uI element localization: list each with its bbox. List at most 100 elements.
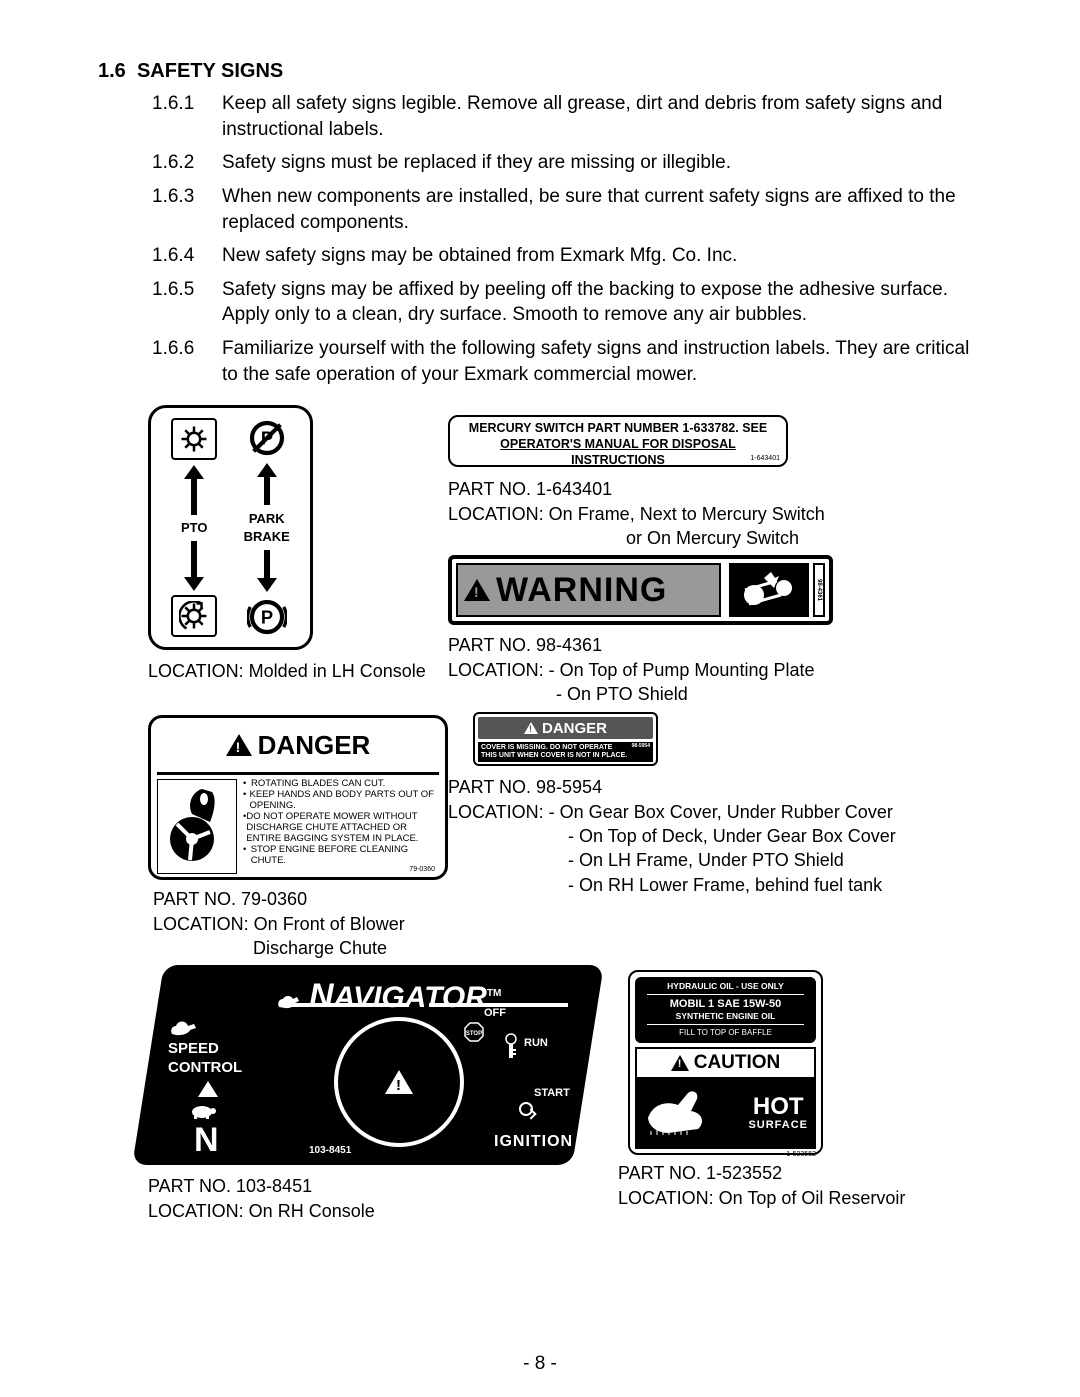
mercury-caption: PART NO. 1-643401 LOCATION: On Frame, Ne… — [448, 477, 825, 550]
nav-panel-pn: 103-8451 — [309, 1145, 351, 1156]
item-text: Safety signs may be affixed by peeling o… — [222, 277, 982, 328]
list-item: 1.6.6Familiarize yourself with the follo… — [152, 336, 982, 387]
warning-text: WARNING — [496, 571, 667, 610]
nav-cap2: LOCATION: On RH Console — [148, 1199, 375, 1223]
mercury-line2: OPERATOR'S MANUAL FOR DISPOSAL INSTRUCTI… — [458, 437, 778, 468]
ignition-label: IGNITION — [494, 1133, 573, 1151]
speed-control-area: SPEED CONTROL N — [168, 1015, 288, 1160]
pto-park-brake-decal: PTO P PARK BRAKE P — [148, 405, 313, 650]
mercury-small-pn: 1-643401 — [750, 455, 780, 464]
hot-hand-icon — [643, 1083, 742, 1143]
brake-label: BRAKE — [244, 530, 290, 544]
hot-top: HYDRAULIC OIL - USE ONLY MOBIL 1 SAE 15W… — [635, 977, 816, 1043]
warning-decal: WARNING 98-4361 — [448, 555, 833, 625]
small-danger-decal: DANGER COVER IS MISSING. DO NOT OPERATE … — [473, 712, 658, 766]
start-label: START — [534, 1087, 570, 1099]
sdanger-cap4: - On LH Frame, Under PTO Shield — [448, 848, 896, 872]
key-icon — [502, 1033, 520, 1064]
sdanger-header: DANGER — [478, 717, 653, 739]
warning-triangle-icon — [464, 579, 490, 601]
sdanger-cap5: - On RH Lower Frame, behind fuel tank — [448, 873, 896, 897]
surface-label: SURFACE — [748, 1119, 808, 1131]
rabbit-icon — [168, 1015, 288, 1037]
caution-bar: CAUTION — [635, 1047, 816, 1079]
brake-down-arrow — [257, 546, 277, 598]
section-heading: 1.6 SAFETY SIGNS — [98, 60, 982, 83]
danger-head-text: DANGER — [258, 730, 371, 761]
list-item: 1.6.2Safety signs must be replaced if th… — [152, 150, 982, 176]
start-icon — [519, 1102, 533, 1116]
warning-cap2: LOCATION: - On Top of Pump Mounting Plat… — [448, 658, 815, 682]
hot-surface-decal: HYDRAULIC OIL - USE ONLY MOBIL 1 SAE 15W… — [628, 970, 823, 1155]
keyswitch-triangle-icon — [385, 1070, 413, 1094]
off-label: OFF — [484, 1007, 506, 1019]
hot-text: HOT SURFACE — [748, 1095, 808, 1131]
svg-text:STOP: STOP — [466, 1031, 482, 1037]
hot-t2: MOBIL 1 SAE 15W-50 — [639, 998, 812, 1010]
item-number: 1.6.5 — [152, 277, 222, 328]
danger-pn: 79-0360 — [409, 866, 435, 873]
neutral-n: N — [194, 1121, 288, 1160]
stop-icon: STOP — [464, 1022, 484, 1047]
sdanger-l1: COVER IS MISSING. DO NOT OPERATE — [481, 744, 627, 752]
hot-hr1 — [647, 994, 804, 995]
danger-cap2: LOCATION: On Front of Blower — [153, 912, 405, 936]
item-number: 1.6.4 — [152, 243, 222, 269]
danger-decal: DANGER •ROTATING BLADES CAN CUT. •KEEP H… — [148, 715, 448, 880]
brake-column: P PARK BRAKE P — [236, 418, 299, 637]
danger-body: •ROTATING BLADES CAN CUT. •KEEP HANDS AN… — [151, 775, 445, 876]
danger-cap1: PART NO. 79-0360 — [153, 887, 405, 911]
item-text: Familiarize yourself with the following … — [222, 336, 982, 387]
hot-cap1: PART NO. 1-523552 — [618, 1161, 905, 1185]
danger-header: DANGER — [157, 724, 439, 766]
keyswitch-circle — [334, 1017, 464, 1147]
pto-label: PTO — [181, 521, 208, 535]
mercury-cap2: LOCATION: On Frame, Next to Mercury Swit… — [448, 502, 825, 526]
item-text: New safety signs may be obtained from Ex… — [222, 243, 982, 269]
item-number: 1.6.3 — [152, 184, 222, 235]
control-label: CONTROL — [168, 1060, 288, 1075]
section-title-text: SAFETY SIGNS — [137, 60, 283, 82]
list-item: 1.6.1Keep all safety signs legible. Remo… — [152, 91, 982, 142]
sdanger-cap1: PART NO. 98-5954 — [448, 775, 896, 799]
speed-label: SPEED — [168, 1041, 288, 1056]
danger-b4: STOP ENGINE BEFORE CLEANING CHUTE. — [251, 845, 439, 867]
warning-body: WARNING — [456, 563, 721, 617]
mercury-cap3: or On Mercury Switch — [448, 526, 825, 550]
hot-caption: PART NO. 1-523552 LOCATION: On Top of Oi… — [618, 1161, 905, 1210]
mercury-line1: MERCURY SWITCH PART NUMBER 1-633782. SEE — [458, 421, 778, 437]
hot-hr2 — [647, 1024, 804, 1025]
pto-on-icon — [171, 418, 217, 460]
pto-caption: LOCATION: Molded in LH Console — [148, 660, 426, 683]
speed-arrow-icon — [198, 1081, 218, 1097]
caution-text: CAUTION — [694, 1052, 781, 1074]
danger-caption: PART NO. 79-0360 LOCATION: On Front of B… — [153, 887, 405, 960]
sdanger-cap3: - On Top of Deck, Under Gear Box Cover — [448, 824, 896, 848]
nav-cap1: PART NO. 103-8451 — [148, 1174, 375, 1198]
sdanger-head-text: DANGER — [542, 720, 607, 737]
danger-b3: DO NOT OPERATE MOWER WITHOUT DISCHARGE C… — [246, 812, 439, 845]
page-number: - 8 - — [0, 1353, 1080, 1375]
mercury-cap1: PART NO. 1-643401 — [448, 477, 825, 501]
item-text: Safety signs must be replaced if they ar… — [222, 150, 982, 176]
brand-underline — [289, 1003, 568, 1007]
item-number: 1.6.2 — [152, 150, 222, 176]
navigator-brand: NAVIGATORTM — [184, 977, 592, 1016]
sdanger-l2: THIS UNIT WHEN COVER IS NOT IN PLACE. — [481, 752, 627, 760]
navigator-panel-decal: NAVIGATORTM SPEED CONTROL N OFF STOP RUN… — [132, 965, 604, 1165]
pto-up-arrow — [184, 460, 204, 519]
warning-cap3: - On PTO Shield — [448, 682, 815, 706]
danger-blade-icon — [157, 779, 237, 874]
list-item: 1.6.5Safety signs may be affixed by peel… — [152, 277, 982, 328]
sdanger-body: COVER IS MISSING. DO NOT OPERATE THIS UN… — [478, 742, 653, 761]
hot-t3: SYNTHETIC ENGINE OIL — [639, 1011, 812, 1021]
sdanger-cap2: LOCATION: - On Gear Box Cover, Under Rub… — [448, 800, 896, 824]
run-label: RUN — [524, 1037, 548, 1049]
danger-triangle-icon — [226, 734, 252, 756]
hot-body: HOT SURFACE — [635, 1079, 816, 1149]
mercury-switch-decal: MERCURY SWITCH PART NUMBER 1-633782. SEE… — [448, 415, 788, 467]
warning-cap1: PART NO. 98-4361 — [448, 633, 815, 657]
brand-rest: AVIGATOR — [334, 981, 487, 1014]
item-text: Keep all safety signs legible. Remove al… — [222, 91, 982, 142]
danger-cap3: Discharge Chute — [153, 936, 405, 960]
